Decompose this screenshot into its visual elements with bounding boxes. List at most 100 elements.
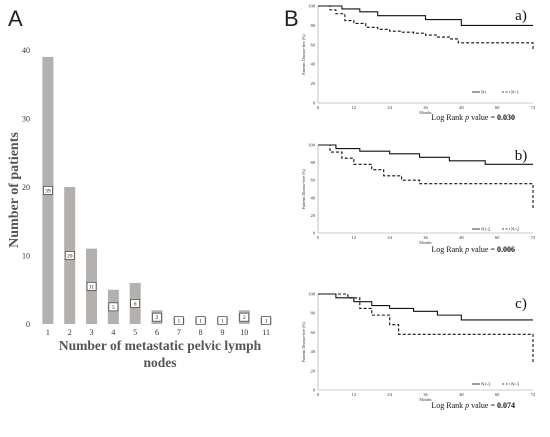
bar-data-label: 1 xyxy=(265,319,268,325)
km-legend-label: N1-3 xyxy=(481,382,491,387)
km-x-tick-label: 24 xyxy=(387,392,392,397)
km-y-tick-label: 40 xyxy=(311,195,316,200)
km-x-tick-label: 36 xyxy=(423,235,428,240)
bar-x-tick-label: 1 xyxy=(46,328,50,337)
km-y-tick-label: 60 xyxy=(311,178,316,183)
bar-y-tick-label: 40 xyxy=(22,46,30,55)
km-panel-label: c) xyxy=(515,296,527,312)
km-curve-dashed xyxy=(318,144,534,210)
km-x-tick-label: 72 xyxy=(531,105,536,110)
bar-data-label-box xyxy=(195,316,206,325)
km-panel-label: a) xyxy=(515,8,527,24)
km-x-tick-label: 48 xyxy=(459,235,464,240)
km-x-tick-label: 36 xyxy=(423,105,428,110)
panel-b-letter: B xyxy=(284,6,299,31)
km-x-tick-label: 0 xyxy=(317,105,320,110)
km-log-rank-statement: Log Rank p value = 0.006 xyxy=(431,245,515,254)
km-x-axis-title: Months xyxy=(419,397,432,402)
km-y-tick-label: 100 xyxy=(308,4,316,9)
bar-data-label-box xyxy=(130,299,140,308)
km-x-tick-label: 12 xyxy=(352,392,357,397)
km-y-tick-label: 100 xyxy=(308,143,316,148)
bar-x-tick-label: 3 xyxy=(90,328,94,337)
km-legend-label: N1 xyxy=(481,90,487,95)
km-y-axis-title: Patients Disease-free (%) xyxy=(301,34,306,75)
km-x-axis-title: Months xyxy=(419,240,432,245)
bar-data-label-box xyxy=(108,302,119,312)
bar-data-label-box xyxy=(152,312,162,322)
bar-x-axis-title-line1: Number of metastatic pelvic lymph xyxy=(59,338,262,353)
km-y-axis-title: Patients Disease-free (%) xyxy=(301,321,306,362)
km-y-tick-label: 20 xyxy=(311,81,316,86)
km-log-rank-statement: Log Rank p value = 0.030 xyxy=(431,113,515,122)
km-x-tick-label: 12 xyxy=(352,105,357,110)
bar-data-label: 1 xyxy=(221,319,224,325)
km-y-tick-label: 60 xyxy=(311,42,316,47)
km-panel-label: b) xyxy=(515,148,528,164)
km-x-tick-label: 24 xyxy=(387,105,392,110)
km-legend-label: N>3 xyxy=(511,382,520,387)
bar-x-tick-label: 4 xyxy=(111,328,115,337)
bar-data-label: 1 xyxy=(177,319,180,325)
km-y-tick-label: 0 xyxy=(313,231,316,236)
bar-data-label: 5 xyxy=(112,305,115,311)
km-y-tick-label: 80 xyxy=(311,160,316,165)
bar-data-label-box xyxy=(86,282,97,291)
km-x-tick-label: 24 xyxy=(387,235,392,240)
km-log-rank-statement: Log Rank p value = 0.074 xyxy=(431,401,515,410)
km-y-tick-label: 60 xyxy=(311,330,316,335)
bar-y-tick-label: 10 xyxy=(22,252,30,261)
bar-y-tick-labels: 0 10 20 30 40 xyxy=(22,46,30,329)
bar-y-tick-label: 0 xyxy=(26,320,30,329)
km-curve-dashed xyxy=(318,293,534,364)
km-y-tick-label: 40 xyxy=(311,349,316,354)
km-y-axis-title: Patients Disease-free (%) xyxy=(301,168,306,209)
bar-x-tick-labels: 1 2 3 4 5 6 7 8 9 10 11 xyxy=(46,328,270,337)
bar-x-axis-title-line2: nodes xyxy=(143,355,176,370)
km-x-tick-label: 0 xyxy=(317,235,320,240)
km-curve-solid xyxy=(318,144,533,165)
bar-data-label-box xyxy=(217,316,228,325)
km-x-tick-label: 72 xyxy=(531,392,536,397)
km-x-tick-label: 48 xyxy=(459,105,464,110)
bar-x-tick-label: 5 xyxy=(133,328,137,337)
km-curve-dashed xyxy=(318,5,534,50)
bar-data-label: 11 xyxy=(89,284,95,290)
km-x-tick-label: 0 xyxy=(317,392,320,397)
km-legend-label: N>1 xyxy=(511,90,519,95)
bar-data-label: 1 xyxy=(199,319,202,325)
km-y-tick-label: 80 xyxy=(311,23,316,28)
km-y-tick-label: 0 xyxy=(313,388,316,393)
km-y-tick-label: 80 xyxy=(311,311,316,316)
bar-data-label-box xyxy=(64,251,75,260)
bar-y-tick-label: 30 xyxy=(22,115,30,124)
bar-data-label-box xyxy=(43,186,53,195)
km-plot-c: 0 20 40 60 80 100 0 12 24 36 48 60 72 Months Patients … xyxy=(301,292,535,411)
bar-data-label: 2 xyxy=(156,315,159,321)
bar-x-tick-label: 8 xyxy=(199,328,203,337)
km-y-tick-label: 0 xyxy=(313,101,316,106)
km-plot-a: 0 20 40 60 80 100 0 12 24 36 48 60 72 Months Patients … xyxy=(301,4,535,123)
km-curve-solid xyxy=(318,293,533,321)
bar-x-tick-label: 2 xyxy=(68,328,72,337)
bar-x-tick-label: 11 xyxy=(262,328,270,337)
km-curve-solid xyxy=(318,5,533,26)
bar-x-tick-label: 9 xyxy=(220,328,224,337)
bar-x-tick-label: 10 xyxy=(240,328,248,337)
bar-data-label-box xyxy=(261,316,271,325)
km-x-tick-label: 72 xyxy=(531,235,536,240)
bar-data-label: 6 xyxy=(134,301,137,307)
km-y-tick-label: 20 xyxy=(311,213,316,218)
km-x-tick-label: 60 xyxy=(495,235,500,240)
bar-x-tick-label: 6 xyxy=(155,328,159,337)
km-x-tick-label: 48 xyxy=(459,392,464,397)
bar-data-label: 2 xyxy=(243,315,246,321)
km-y-tick-label: 40 xyxy=(311,62,316,67)
bar-y-tick-label: 20 xyxy=(22,183,30,192)
km-legend-label: N1-2 xyxy=(481,227,490,232)
km-x-tick-label: 36 xyxy=(423,392,428,397)
km-x-axis-title: Months xyxy=(419,110,432,115)
